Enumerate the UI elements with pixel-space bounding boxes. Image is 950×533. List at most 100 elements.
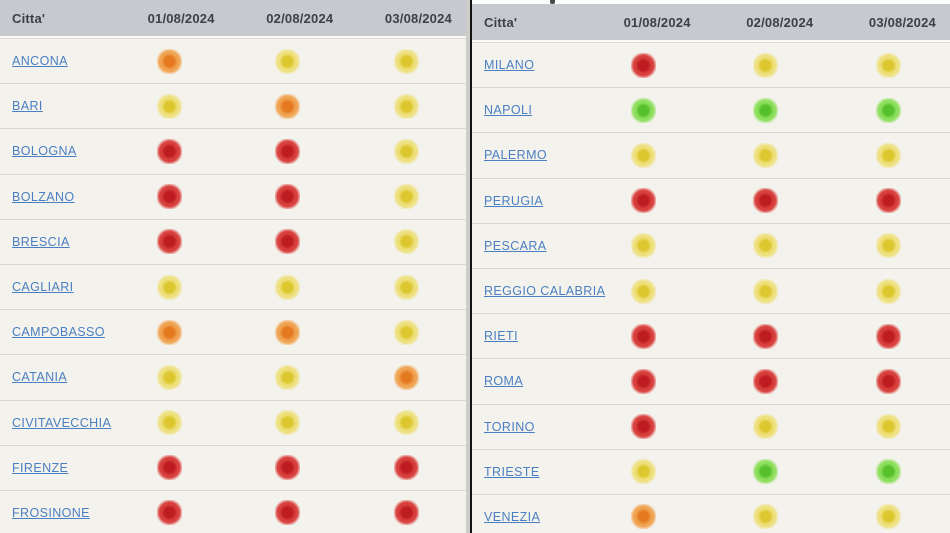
alert-level-cell	[110, 410, 229, 436]
city-cell: TRIESTE	[472, 463, 582, 481]
alert-level-cell	[110, 48, 229, 74]
city-cell: REGGIO CALABRIA	[472, 282, 605, 300]
cropped-text-fragment	[550, 0, 555, 4]
city-link[interactable]: MILANO	[484, 58, 535, 73]
heat-alert-dot-orange	[630, 504, 656, 530]
heat-alert-dot-yellow	[394, 48, 420, 74]
table-row: RIETI	[472, 313, 950, 359]
heat-alert-dot-yellow	[275, 410, 301, 436]
city-link[interactable]: RIETI	[484, 329, 518, 344]
alert-level-cell	[229, 500, 348, 526]
table-row: ROMA	[472, 358, 950, 404]
column-header-date-3: 03/08/2024	[868, 14, 936, 30]
table-row: PALERMO	[472, 132, 950, 178]
city-cell: BOLOGNA	[0, 142, 110, 160]
table-header: Citta' 01/08/2024 02/08/2024 03/08/2024	[0, 0, 466, 38]
city-link[interactable]: NAPOLI	[484, 103, 533, 118]
table-row: PESCARA	[472, 222, 950, 268]
alert-level-cell	[705, 142, 828, 168]
table-row: TRIESTE	[472, 448, 950, 494]
alert-level-cell	[582, 233, 705, 259]
city-link[interactable]: BRESCIA	[12, 234, 70, 249]
city-link[interactable]: ROMA	[484, 374, 524, 389]
city-link[interactable]: TRIESTE	[484, 464, 540, 479]
heat-alert-dot-green	[876, 459, 902, 485]
alert-level-cell	[827, 368, 950, 394]
heat-alert-dot-yellow	[876, 52, 902, 78]
city-link[interactable]: FIRENZE	[12, 460, 69, 475]
city-link[interactable]: PESCARA	[484, 238, 547, 253]
heat-alert-dot-yellow	[753, 278, 779, 304]
city-link[interactable]: BOLZANO	[12, 189, 75, 204]
city-cell: CAMPOBASSO	[0, 323, 110, 341]
heat-alert-dot-red	[630, 323, 656, 349]
table-row: BOLZANO	[0, 173, 466, 219]
alert-level-cell	[347, 319, 466, 345]
city-link[interactable]: PALERMO	[484, 148, 547, 163]
heat-alert-dot-red	[753, 323, 779, 349]
city-link[interactable]: BOLOGNA	[12, 144, 77, 159]
heat-alert-dot-yellow	[156, 364, 182, 390]
column-header-date-1: 01/08/2024	[623, 14, 691, 30]
city-cell: MILANO	[472, 56, 582, 74]
alert-level-cell	[582, 414, 705, 440]
city-link[interactable]: CAGLIARI	[12, 280, 74, 295]
heat-alert-dot-yellow	[876, 233, 902, 259]
heat-alert-dot-red	[275, 455, 301, 481]
table-row: TORINO	[472, 403, 950, 449]
city-link[interactable]: CAMPOBASSO	[12, 325, 105, 340]
alert-level-cell	[229, 138, 348, 164]
city-link[interactable]: CATANIA	[12, 370, 68, 385]
table-row: CIVITAVECCHIA	[0, 399, 466, 445]
city-cell: VENEZIA	[472, 508, 582, 526]
city-alert-table-left: Citta' 01/08/2024 02/08/2024 03/08/2024 …	[0, 0, 466, 533]
city-link[interactable]: TORINO	[484, 419, 535, 434]
alert-level-cell	[110, 500, 229, 526]
alert-level-cell	[705, 504, 828, 530]
table-row: VENEZIA	[472, 493, 950, 533]
heat-alert-dot-yellow	[630, 278, 656, 304]
alert-level-cell	[347, 410, 466, 436]
city-cell: FROSINONE	[0, 504, 110, 522]
alert-level-cell	[705, 188, 828, 214]
column-header-date-2: 02/08/2024	[746, 14, 814, 30]
table-header: Citta' 01/08/2024 02/08/2024 03/08/2024	[472, 4, 950, 42]
alert-level-cell	[827, 278, 950, 304]
alert-level-cell	[229, 319, 348, 345]
table-row: BARI	[0, 83, 466, 129]
city-link[interactable]: PERUGIA	[484, 193, 544, 208]
alert-level-cell	[229, 410, 348, 436]
alert-level-cell	[582, 142, 705, 168]
heat-alert-dot-red	[753, 188, 779, 214]
heat-alert-dot-red	[630, 414, 656, 440]
table-row: FIRENZE	[0, 444, 466, 490]
heat-alert-dot-yellow	[630, 459, 656, 485]
heat-alert-dot-orange	[156, 319, 182, 345]
city-link[interactable]: VENEZIA	[484, 509, 541, 524]
alert-level-cell	[705, 97, 828, 123]
alert-level-cell	[110, 274, 229, 300]
alert-level-cell	[827, 188, 950, 214]
heat-alert-dot-yellow	[753, 414, 779, 440]
alert-level-cell	[582, 368, 705, 394]
column-header-date-1: 01/08/2024	[147, 10, 215, 26]
alert-level-cell	[705, 323, 828, 349]
alert-level-cell	[827, 459, 950, 485]
table-row: FROSINONE	[0, 489, 466, 533]
heat-alert-dot-red	[275, 500, 301, 526]
city-link[interactable]: FROSINONE	[12, 505, 90, 520]
city-link[interactable]: REGGIO CALABRIA	[484, 284, 606, 299]
heat-alert-dot-orange	[275, 93, 301, 119]
heat-alert-dot-yellow	[156, 410, 182, 436]
city-cell: FIRENZE	[0, 459, 110, 477]
heat-alert-dot-yellow	[876, 142, 902, 168]
city-cell: TORINO	[472, 418, 582, 436]
city-link[interactable]: CIVITAVECCHIA	[12, 415, 112, 430]
heat-alert-dot-green	[753, 459, 779, 485]
city-link[interactable]: ANCONA	[12, 54, 68, 69]
city-link[interactable]: BARI	[12, 99, 43, 114]
alert-level-cell	[582, 52, 705, 78]
heat-alert-dot-red	[156, 184, 182, 210]
panel-edge-strip	[466, 0, 470, 533]
